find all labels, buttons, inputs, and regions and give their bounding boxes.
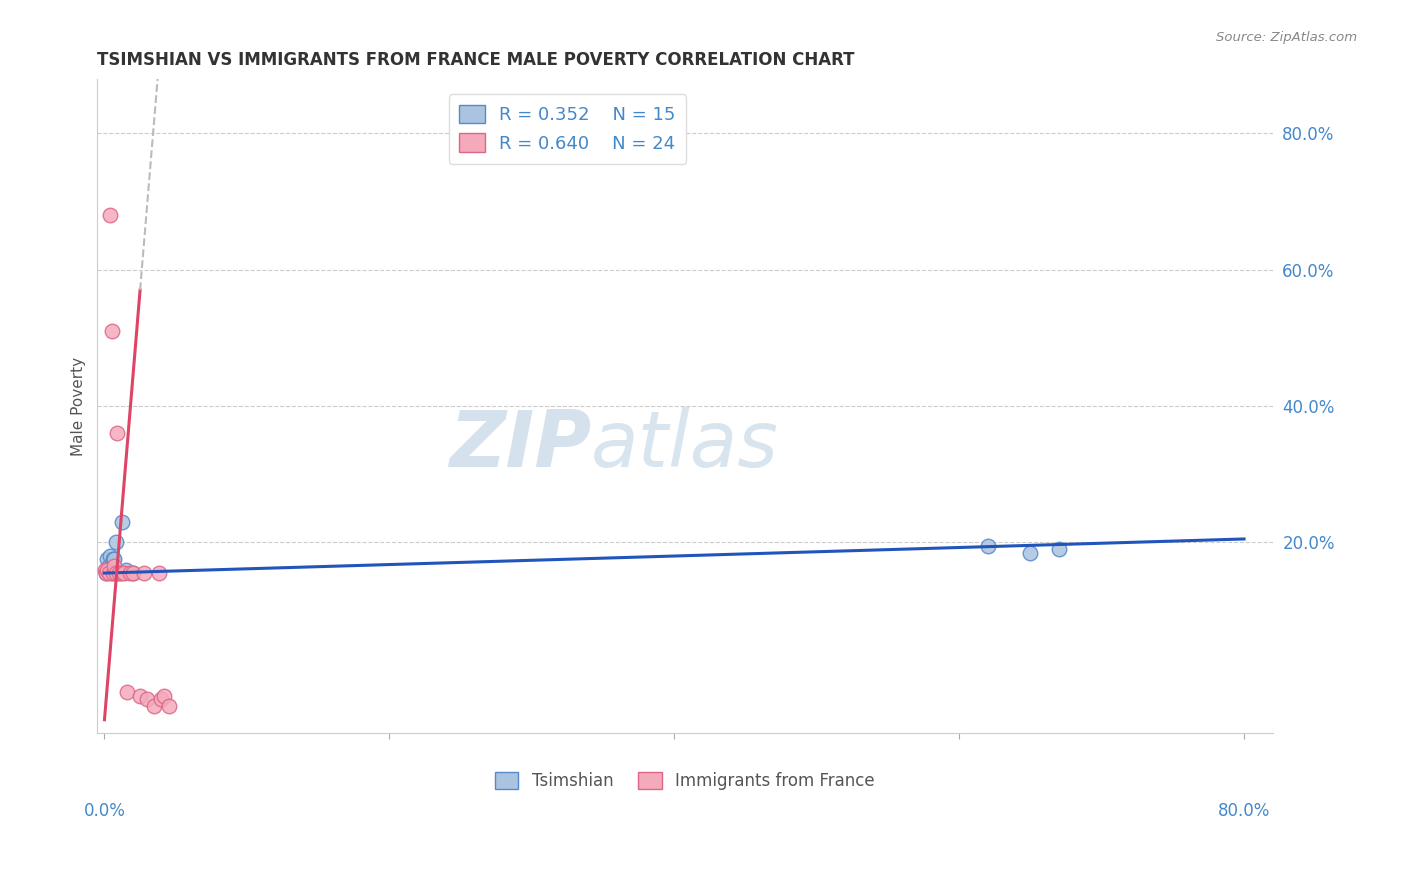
Point (97, 559, 120, 574)
Point (104, 535, 127, 549)
Point (100, 566, 122, 580)
Y-axis label: Male Poverty: Male Poverty (72, 357, 86, 456)
Point (110, 566, 132, 580)
Point (117, 685, 139, 699)
Point (107, 566, 129, 580)
Point (107, 566, 129, 580)
Point (1019, 546, 1042, 560)
Point (110, 515, 132, 529)
Point (98, 549, 121, 563)
Point (104, 566, 127, 580)
Point (148, 566, 170, 580)
Point (157, 699, 180, 714)
Point (122, 566, 145, 580)
Point (103, 559, 125, 574)
Text: atlas: atlas (591, 408, 779, 483)
Text: 80.0%: 80.0% (1218, 802, 1270, 820)
Point (94, 566, 117, 580)
Point (134, 566, 156, 580)
Legend: Tsimshian, Immigrants from France: Tsimshian, Immigrants from France (488, 765, 882, 797)
Point (98, 208, 121, 222)
Point (136, 692, 159, 706)
Point (129, 689, 152, 703)
Point (143, 699, 166, 714)
Text: Source: ZipAtlas.com: Source: ZipAtlas.com (1216, 31, 1357, 45)
Point (101, 552, 124, 566)
Point (150, 692, 173, 706)
Point (153, 689, 176, 703)
Point (120, 566, 142, 580)
Point (97, 566, 120, 580)
Point (105, 426, 128, 441)
Text: 0.0%: 0.0% (83, 802, 125, 820)
Point (94, 566, 117, 580)
Point (112, 566, 135, 580)
Point (115, 563, 138, 577)
Point (96, 552, 118, 566)
Point (100, 324, 122, 338)
Point (96, 563, 118, 577)
Text: ZIP: ZIP (449, 408, 591, 483)
Point (103, 552, 125, 566)
Point (976, 539, 998, 553)
Point (94, 563, 117, 577)
Point (1047, 542, 1070, 557)
Text: TSIMSHIAN VS IMMIGRANTS FROM FRANCE MALE POVERTY CORRELATION CHART: TSIMSHIAN VS IMMIGRANTS FROM FRANCE MALE… (97, 51, 855, 69)
Point (122, 566, 145, 580)
Point (101, 566, 124, 580)
